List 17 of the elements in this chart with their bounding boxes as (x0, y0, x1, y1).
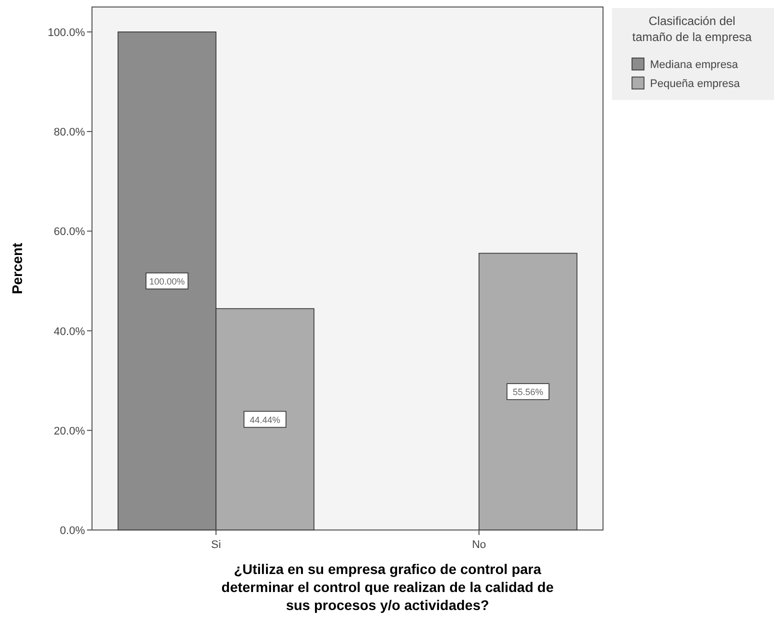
y-axis-title: Percent (9, 242, 25, 294)
legend-title: Clasificación del tamaño de la empresa (632, 14, 752, 44)
y-tick-label: 60.0% (54, 226, 86, 238)
y-tick-label: 40.0% (54, 326, 86, 338)
legend-label: Mediana empresa (650, 59, 739, 71)
y-tick-label: 80.0% (54, 126, 86, 139)
x-tick-label: No (472, 539, 486, 551)
legend-label: Pequeña empresa (650, 78, 741, 90)
data-label: 55.56% (512, 387, 544, 398)
data-label: 44.44% (250, 414, 280, 425)
x-axis-title: ¿Utiliza en su empresa grafico de control para determinar el control que realizan de la calidad de sus procesos y/o actividades? (221, 561, 554, 613)
y-tick-label: 20.0% (54, 425, 86, 438)
y-tick-label: 100.0% (48, 26, 86, 39)
y-tick-label: 0.0% (60, 525, 86, 537)
data-label: 100.00% (149, 276, 185, 286)
bar (478, 252, 578, 530)
x-tick-label: Si (211, 539, 221, 551)
